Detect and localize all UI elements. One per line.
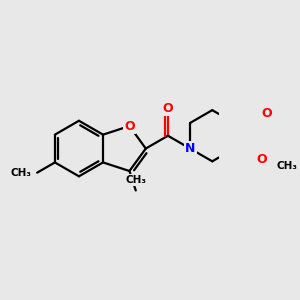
Text: O: O	[163, 102, 173, 115]
Text: CH₃: CH₃	[277, 161, 298, 171]
Text: O: O	[124, 120, 135, 133]
Text: O: O	[257, 153, 267, 166]
Text: CH₃: CH₃	[10, 168, 31, 178]
Text: N: N	[185, 142, 195, 155]
Text: CH₃: CH₃	[125, 175, 146, 184]
Text: O: O	[262, 107, 272, 120]
